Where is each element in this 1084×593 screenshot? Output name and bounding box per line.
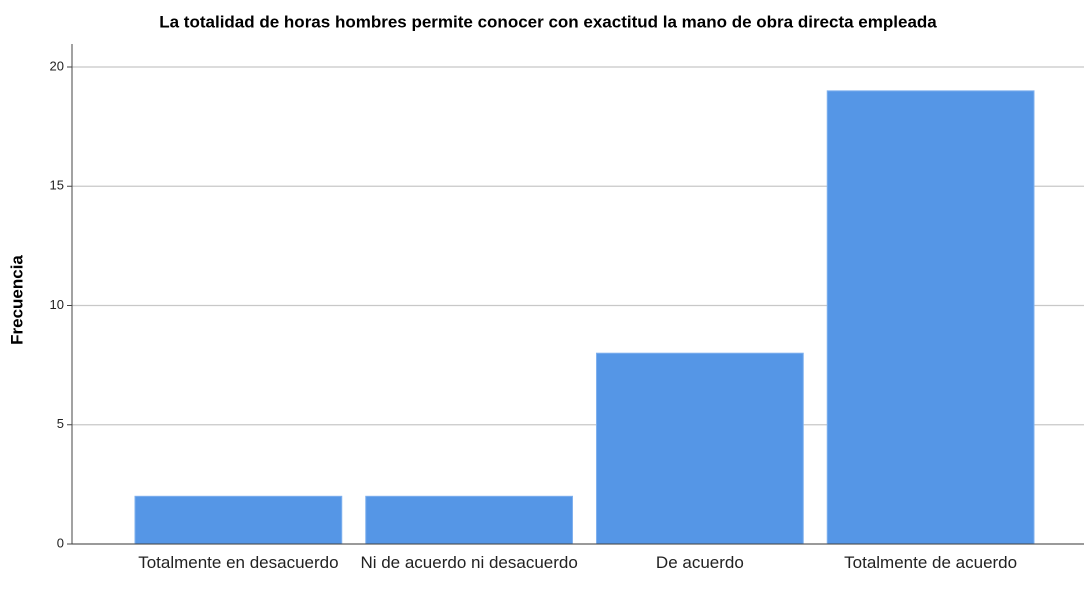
bar (365, 495, 574, 545)
bar (826, 90, 1035, 545)
x-tick-label: Totalmente en desacuerdo (138, 554, 339, 572)
bar (595, 352, 804, 545)
y-tick-label: 20 (50, 58, 64, 73)
y-tick-label: 10 (50, 297, 64, 312)
chart-title: La totalidad de horas hombres permite co… (159, 12, 937, 31)
y-axis-label: Frecuencia (7, 255, 26, 345)
y-tick-label: 0 (57, 535, 64, 550)
y-tick-label: 5 (57, 416, 64, 431)
x-tick-label: Ni de acuerdo ni desacuerdo (360, 554, 578, 572)
x-tick-label: De acuerdo (655, 554, 744, 572)
x-tick-label-box: Totalmente en desacuerdo (138, 554, 339, 572)
x-tick-label-box: Ni de acuerdo ni desacuerdo (360, 554, 578, 572)
x-tick-label-box: Totalmente de acuerdo (844, 554, 1018, 572)
bar (134, 495, 343, 545)
x-tick-label-box: De acuerdo (655, 554, 744, 572)
x-tick-label: Totalmente de acuerdo (844, 554, 1018, 572)
y-tick-label: 15 (50, 178, 64, 193)
